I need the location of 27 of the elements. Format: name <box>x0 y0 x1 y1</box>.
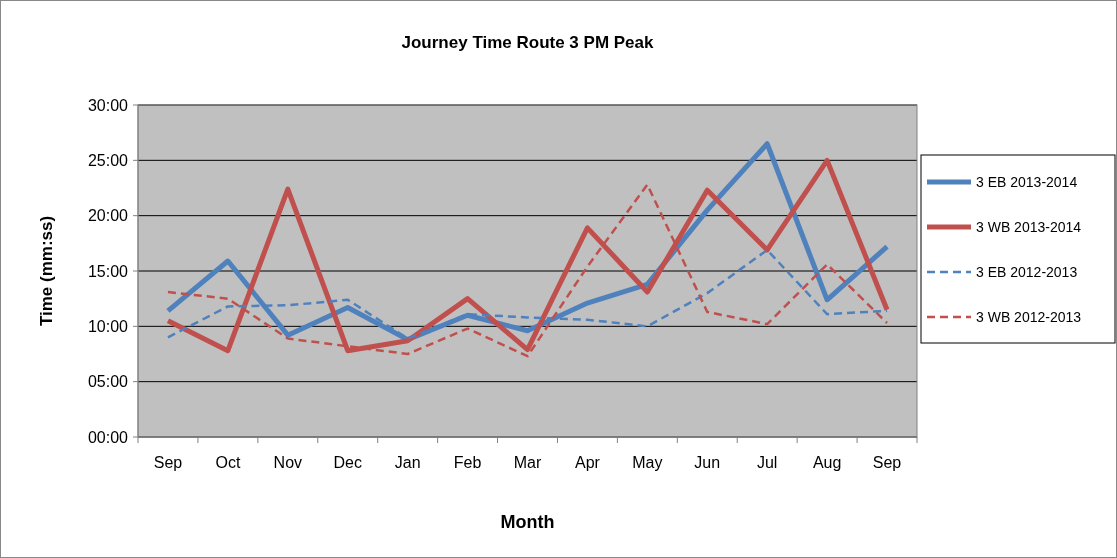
y-tick-label: 10:00 <box>87 317 129 335</box>
x-tick-label: Jun <box>694 454 721 471</box>
x-tick-label: Jan <box>394 454 421 471</box>
legend-label: 3 EB 2013-2014 <box>976 173 1078 190</box>
legend-label: 3 EB 2012-2013 <box>976 263 1078 280</box>
y-tick-label: 00:00 <box>87 428 129 446</box>
x-tick-label: Sep <box>153 454 183 471</box>
y-axis-title: Time (mm:ss) <box>37 215 56 327</box>
x-tick-label: Dec <box>333 454 362 471</box>
y-tick-label: 20:00 <box>87 207 129 225</box>
x-tick-label: Nov <box>273 454 303 471</box>
y-tick-label: 25:00 <box>87 151 129 169</box>
x-tick-label: Apr <box>574 454 601 471</box>
x-tick-label: Jul <box>756 454 778 471</box>
y-tick-label: 30:00 <box>87 96 129 114</box>
x-tick-label: Oct <box>215 454 241 471</box>
chart-title: Journey Time Route 3 PM Peak <box>401 33 655 52</box>
y-tick-label: 15:00 <box>87 262 129 280</box>
x-axis-title: Month <box>500 512 555 532</box>
y-tick-label: 05:00 <box>87 373 129 391</box>
x-tick-label: Mar <box>513 454 542 471</box>
legend-label: 3 WB 2013-2014 <box>976 218 1082 235</box>
x-tick-label: Aug <box>812 454 842 471</box>
x-tick-label: Sep <box>872 454 902 471</box>
x-tick-label: Feb <box>453 454 482 471</box>
x-tick-label: May <box>632 454 663 471</box>
legend-label: 3 WB 2012-2013 <box>976 308 1082 325</box>
